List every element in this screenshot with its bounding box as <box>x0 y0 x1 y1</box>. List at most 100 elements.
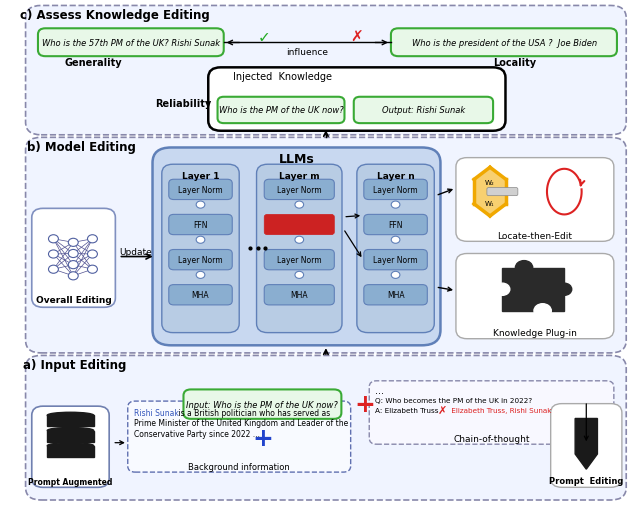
Polygon shape <box>490 168 506 192</box>
Text: ✓: ✓ <box>258 30 270 45</box>
Circle shape <box>88 235 97 243</box>
Circle shape <box>515 261 532 275</box>
Text: Chain-of-thought: Chain-of-thought <box>453 434 530 443</box>
Circle shape <box>68 250 78 258</box>
FancyBboxPatch shape <box>26 356 626 500</box>
FancyBboxPatch shape <box>38 29 224 57</box>
Text: Injected  Knowledge: Injected Knowledge <box>233 72 332 82</box>
Bar <box>502 268 564 311</box>
Text: Rishi Sunak: Rishi Sunak <box>134 408 179 417</box>
FancyBboxPatch shape <box>184 390 341 419</box>
Text: +: + <box>252 426 273 450</box>
FancyBboxPatch shape <box>169 250 232 270</box>
Text: Locate-then-Edit: Locate-then-Edit <box>497 231 572 240</box>
FancyBboxPatch shape <box>456 158 614 242</box>
Text: Layer Norm: Layer Norm <box>277 185 321 194</box>
FancyBboxPatch shape <box>218 98 344 124</box>
Bar <box>47 415 93 427</box>
Text: W₂: W₂ <box>485 180 495 186</box>
FancyBboxPatch shape <box>32 406 109 487</box>
FancyBboxPatch shape <box>264 180 334 200</box>
FancyBboxPatch shape <box>364 215 428 235</box>
Polygon shape <box>474 192 490 216</box>
Polygon shape <box>474 168 490 192</box>
Circle shape <box>534 304 551 318</box>
Text: Who is the PM of the UK now?: Who is the PM of the UK now? <box>219 106 344 115</box>
FancyBboxPatch shape <box>169 180 232 200</box>
FancyBboxPatch shape <box>364 180 428 200</box>
Text: influence: influence <box>286 48 328 57</box>
Text: FFN: FFN <box>193 220 208 230</box>
Text: LLMs: LLMs <box>278 153 314 166</box>
Text: Prompt  Editing: Prompt Editing <box>549 476 623 485</box>
Text: ✗: ✗ <box>351 30 364 45</box>
Circle shape <box>88 266 97 274</box>
Circle shape <box>49 235 58 243</box>
FancyBboxPatch shape <box>357 165 435 333</box>
FancyBboxPatch shape <box>391 29 617 57</box>
Text: Prime Minister of the United Kingdom and Leader of the: Prime Minister of the United Kingdom and… <box>134 418 348 428</box>
Circle shape <box>196 237 205 244</box>
Ellipse shape <box>47 428 93 434</box>
FancyBboxPatch shape <box>26 138 626 353</box>
FancyBboxPatch shape <box>257 165 342 333</box>
Text: Layer Norm: Layer Norm <box>178 256 223 265</box>
FancyBboxPatch shape <box>369 381 614 444</box>
Text: Conservative Party since 2022 ...: Conservative Party since 2022 ... <box>134 429 260 438</box>
Text: Layer 1: Layer 1 <box>182 172 220 181</box>
Text: A: Elizabeth Truss: A: Elizabeth Truss <box>376 407 441 413</box>
Text: Layer Norm: Layer Norm <box>277 256 321 265</box>
FancyBboxPatch shape <box>264 285 334 305</box>
Text: Elizabeth Truss, Rishi Sunak: Elizabeth Truss, Rishi Sunak <box>449 407 551 413</box>
FancyBboxPatch shape <box>169 285 232 305</box>
Circle shape <box>88 250 97 259</box>
Text: Layer Norm: Layer Norm <box>178 185 223 194</box>
Circle shape <box>557 284 572 296</box>
Text: MHA: MHA <box>291 291 308 300</box>
Text: +: + <box>355 392 375 416</box>
Text: Locality: Locality <box>493 58 536 68</box>
Text: Knowledge Plug-in: Knowledge Plug-in <box>493 328 577 337</box>
FancyBboxPatch shape <box>208 68 506 131</box>
Circle shape <box>391 202 400 209</box>
Text: Layer Norm: Layer Norm <box>373 185 418 194</box>
Text: Layer n: Layer n <box>377 172 415 181</box>
Circle shape <box>68 272 78 280</box>
Text: ...: ... <box>376 385 385 395</box>
Circle shape <box>49 266 58 274</box>
Circle shape <box>68 239 78 247</box>
Circle shape <box>295 202 303 209</box>
FancyBboxPatch shape <box>152 148 440 346</box>
FancyBboxPatch shape <box>364 250 428 270</box>
FancyBboxPatch shape <box>264 215 334 235</box>
Text: b) Model Editing: b) Model Editing <box>27 140 136 154</box>
FancyBboxPatch shape <box>354 98 493 124</box>
Circle shape <box>68 261 78 269</box>
Text: c) Assess Knowledge Editing: c) Assess Knowledge Editing <box>20 9 210 22</box>
Polygon shape <box>474 180 490 205</box>
FancyBboxPatch shape <box>264 250 334 270</box>
Circle shape <box>295 237 303 244</box>
Text: Reliability: Reliability <box>156 99 212 109</box>
Circle shape <box>196 202 205 209</box>
FancyBboxPatch shape <box>169 215 232 235</box>
Circle shape <box>495 284 510 296</box>
FancyBboxPatch shape <box>456 254 614 339</box>
FancyBboxPatch shape <box>32 209 115 307</box>
Circle shape <box>391 237 400 244</box>
Text: Layer m: Layer m <box>279 172 319 181</box>
Ellipse shape <box>47 443 93 449</box>
Text: Output: Rishi Sunak: Output: Rishi Sunak <box>382 106 465 115</box>
FancyBboxPatch shape <box>162 165 239 333</box>
Text: Update: Update <box>119 247 152 257</box>
Text: Generality: Generality <box>65 58 122 68</box>
Text: Layer Norm: Layer Norm <box>373 256 418 265</box>
Text: Who is the 57th PM of the UK? Rishi Sunak: Who is the 57th PM of the UK? Rishi Suna… <box>42 39 220 48</box>
Text: Q: Who becomes the PM of the UK in 2022?: Q: Who becomes the PM of the UK in 2022? <box>376 398 532 403</box>
Bar <box>47 446 93 457</box>
Polygon shape <box>490 192 506 216</box>
Text: W₁: W₁ <box>485 201 495 206</box>
Text: a) Input Editing: a) Input Editing <box>24 358 127 371</box>
Circle shape <box>391 272 400 279</box>
Bar <box>47 431 93 442</box>
